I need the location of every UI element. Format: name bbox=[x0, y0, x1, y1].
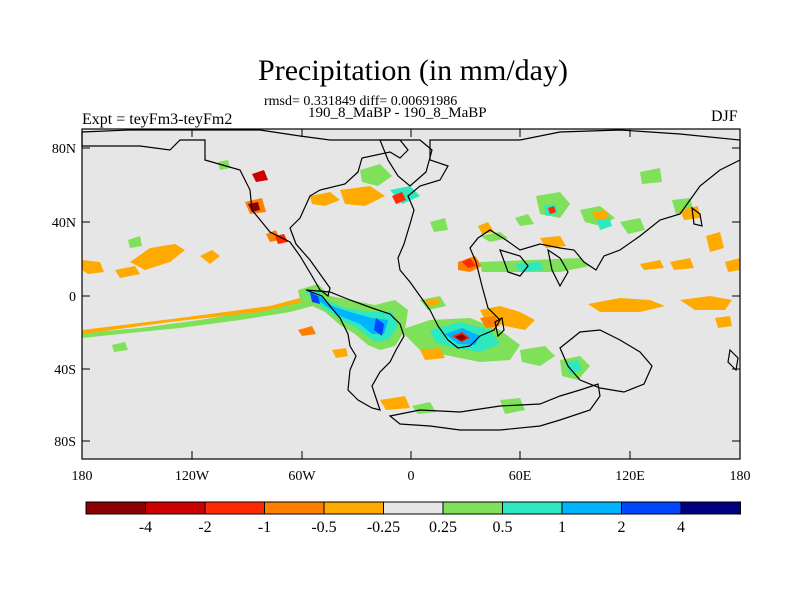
lat-label: 80N bbox=[52, 142, 76, 157]
lat-label: 40S bbox=[54, 363, 76, 378]
colorbar-label: -2 bbox=[198, 519, 211, 536]
chart-title: Precipitation (in mm/day) bbox=[258, 54, 568, 87]
colorbar-label: -0.25 bbox=[367, 519, 400, 536]
india-outline bbox=[547, 248, 569, 288]
colorbar-label: 2 bbox=[618, 519, 626, 536]
colorbar-swatch bbox=[85, 501, 146, 515]
experiment-label: Expt = teyFm3-teyFm2 bbox=[82, 111, 233, 128]
greenland-outline bbox=[379, 139, 433, 187]
madagascar-outline bbox=[494, 317, 505, 338]
lon-label: 180 bbox=[72, 469, 93, 484]
colorbar-label: -0.5 bbox=[311, 519, 336, 536]
antarctica-outline bbox=[388, 383, 601, 431]
lon-label: 180 bbox=[730, 469, 751, 484]
north-america-outline bbox=[81, 129, 409, 298]
colorbar-swatch bbox=[264, 501, 325, 515]
nz-outline bbox=[727, 348, 739, 372]
colorbar-label: -1 bbox=[258, 519, 271, 536]
season-label: DJF bbox=[711, 108, 738, 125]
map-panel: 80N 40N 0 40S 80S 180 120W 60W 0 60E 120… bbox=[52, 128, 751, 484]
lon-label: 120E bbox=[615, 469, 645, 484]
japan-outline bbox=[691, 206, 703, 227]
colorbar: -4 -2 -1 -0.5 -0.25 0.25 0.5 1 2 4 bbox=[85, 501, 741, 536]
colorbar-label: 4 bbox=[677, 519, 685, 536]
colorbar-swatch bbox=[204, 501, 265, 515]
colorbar-label: 0.25 bbox=[429, 519, 457, 536]
subtitle: 190_8_MaBP - 190_8_MaBP bbox=[308, 105, 487, 121]
colorbar-swatch bbox=[442, 501, 503, 515]
lon-label: 0 bbox=[408, 469, 415, 484]
coastlines bbox=[81, 129, 741, 431]
colorbar-swatch bbox=[145, 501, 206, 515]
arabia-outline bbox=[499, 249, 529, 277]
eurasia-africa-outline bbox=[397, 129, 741, 349]
colorbar-label: 1 bbox=[558, 519, 566, 536]
lon-label: 60W bbox=[288, 469, 316, 484]
colorbar-swatch bbox=[383, 501, 444, 515]
australia-outline bbox=[559, 329, 653, 393]
stats-line: rmsd= 0.331849 diff= 0.00691986 bbox=[264, 94, 458, 109]
lon-label: 120W bbox=[175, 469, 210, 484]
colorbar-swatch bbox=[502, 501, 563, 515]
lat-label: 0 bbox=[69, 290, 76, 305]
anomaly-patches bbox=[82, 160, 740, 414]
south-america-outline bbox=[305, 289, 405, 411]
lat-label: 80S bbox=[54, 435, 76, 450]
colorbar-label: -4 bbox=[139, 519, 152, 536]
colorbar-label: 0.5 bbox=[493, 519, 513, 536]
colorbar-swatch bbox=[680, 501, 741, 515]
colorbar-swatch bbox=[621, 501, 682, 515]
lon-label: 60E bbox=[509, 469, 532, 484]
colorbar-swatch bbox=[323, 501, 384, 515]
lat-label: 40N bbox=[52, 216, 76, 231]
colorbar-swatch bbox=[561, 501, 622, 515]
